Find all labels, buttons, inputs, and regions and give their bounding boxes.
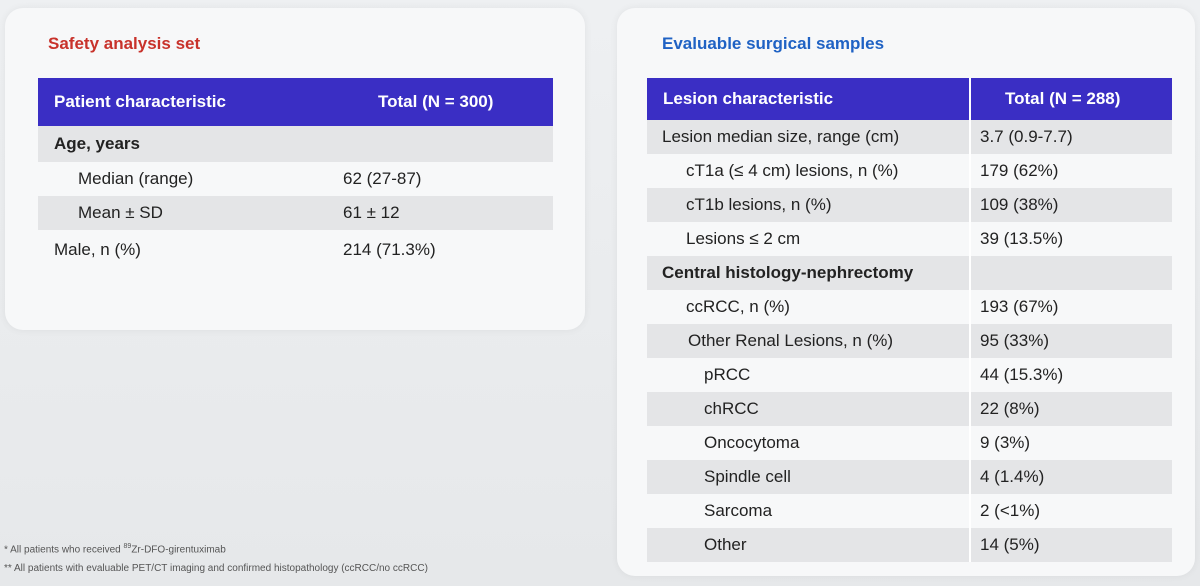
- table-row: Central histology-nephrectomy: [647, 256, 1172, 290]
- row-label: Age, years: [54, 134, 140, 153]
- table-row: Mean ± SD 61 ± 12: [38, 196, 553, 230]
- text: Zr-DFO-girentuximab: [131, 544, 226, 556]
- header-cell: Patient characteristic: [54, 92, 226, 111]
- row-label: cT1a (≤ 4 cm) lesions, n (%): [686, 161, 899, 180]
- table-row: ccRCC, n (%) 193 (67%): [647, 290, 1172, 324]
- row-label: Lesion median size, range (cm): [662, 127, 900, 146]
- row-label: Male, n (%): [54, 240, 141, 259]
- table-row: cT1a (≤ 4 cm) lesions, n (%) 179 (62%): [647, 154, 1172, 188]
- row-value: 9 (3%): [980, 433, 1031, 452]
- row-label: ccRCC, n (%): [686, 297, 790, 316]
- row-label: Spindle cell: [704, 467, 791, 486]
- row-value: 61 ± 12: [343, 203, 400, 222]
- row-value: 4 (1.4%): [980, 467, 1045, 486]
- divider: [969, 494, 971, 528]
- row-label: Central histology-nephrectomy: [662, 263, 914, 282]
- row-value: 95 (33%): [980, 331, 1049, 350]
- row-value: 193 (67%): [980, 297, 1059, 316]
- table-row: Other 14 (5%): [647, 528, 1172, 562]
- text: 89: [123, 543, 132, 550]
- divider: [969, 528, 971, 562]
- row-label: Sarcoma: [704, 501, 773, 520]
- header-cell: Total (N = 300): [378, 92, 494, 111]
- header-cell: Total (N = 288): [1005, 89, 1121, 108]
- divider: [969, 154, 971, 188]
- row-label: Lesions ≤ 2 cm: [686, 229, 801, 248]
- divider: [969, 120, 971, 154]
- divider: [969, 324, 971, 358]
- row-value: 2 (<1%): [980, 501, 1040, 520]
- footnote: ** All patients with evaluable PET/CT im…: [4, 563, 428, 574]
- table-row: Spindle cell 4 (1.4%): [647, 460, 1172, 494]
- footnote: * All patients who received 89Zr-DFO-gir…: [4, 543, 226, 555]
- row-label: Other: [704, 535, 747, 554]
- text: ** All patients with evaluable PET/CT im…: [4, 563, 428, 574]
- table-row: Oncocytoma 9 (3%): [647, 426, 1172, 460]
- divider: [969, 78, 971, 120]
- table-row: Sarcoma 2 (<1%): [647, 494, 1172, 528]
- row-value: 109 (38%): [980, 195, 1059, 214]
- card-title: Evaluable surgical samples: [662, 34, 885, 53]
- row-value: 179 (62%): [980, 161, 1059, 180]
- row-value: 14 (5%): [980, 535, 1040, 554]
- row-value: 22 (8%): [980, 399, 1040, 418]
- header-row: Patient characteristic Total (N = 300): [38, 78, 553, 126]
- header-cell: Lesion characteristic: [663, 89, 834, 108]
- table-row: Other Renal Lesions, n (%) 95 (33%): [647, 324, 1172, 358]
- row-label: cT1b lesions, n (%): [686, 195, 832, 214]
- table-row: Lesions ≤ 2 cm 39 (13.5%): [647, 222, 1172, 256]
- row-label: pRCC: [704, 365, 751, 384]
- table-row: Age, years: [38, 126, 553, 162]
- row-label: Oncocytoma: [704, 433, 800, 452]
- table-row: Median (range) 62 (27-87): [38, 162, 553, 196]
- row-value: 214 (71.3%): [343, 240, 436, 259]
- divider: [969, 426, 971, 460]
- table-row: Lesion median size, range (cm) 3.7 (0.9-7…: [647, 120, 1172, 154]
- divider: [969, 256, 971, 290]
- divider: [969, 188, 971, 222]
- row-value: 3.7 (0.9-7.7): [980, 127, 1073, 146]
- row-label: chRCC: [704, 399, 759, 418]
- row-label: Median (range): [78, 169, 194, 188]
- table-row: cT1b lesions, n (%) 109 (38%): [647, 188, 1172, 222]
- row-value: 44 (15.3%): [980, 365, 1064, 384]
- row-label: Other Renal Lesions, n (%): [688, 331, 894, 350]
- text: * All patients who received: [4, 544, 124, 556]
- table-row: chRCC 22 (8%): [647, 392, 1172, 426]
- header-row: Lesion characteristic Total (N = 288): [647, 78, 1172, 120]
- row-label: Mean ± SD: [78, 203, 163, 222]
- table-row: Male, n (%) 214 (71.3%): [38, 230, 553, 270]
- card: [5, 8, 585, 330]
- card-title: Safety analysis set: [48, 34, 201, 53]
- row-value: 39 (13.5%): [980, 229, 1064, 248]
- divider: [969, 392, 971, 426]
- divider: [969, 460, 971, 494]
- table-row: pRCC 44 (15.3%): [647, 358, 1172, 392]
- divider: [969, 222, 971, 256]
- divider: [969, 290, 971, 324]
- row-value: 62 (27-87): [343, 169, 422, 188]
- divider: [969, 358, 971, 392]
